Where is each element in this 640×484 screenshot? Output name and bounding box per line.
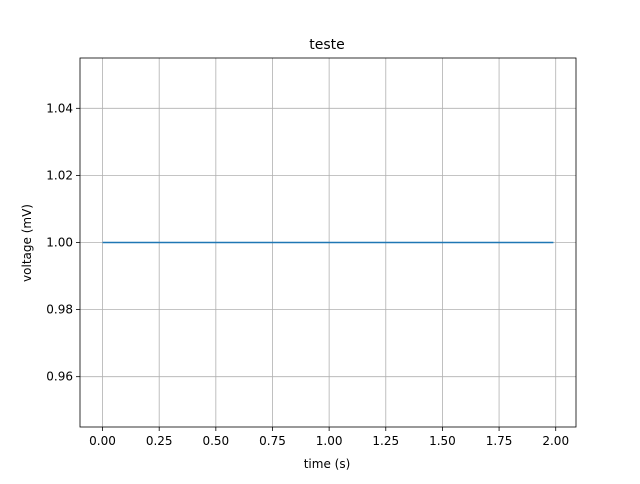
y-tick-label: 0.98 xyxy=(46,303,73,317)
y-tick-label: 1.04 xyxy=(46,101,73,115)
x-axis-label: time (s) xyxy=(304,457,351,471)
x-tick-label: 1.25 xyxy=(372,434,399,448)
x-tick-label: 0.25 xyxy=(146,434,173,448)
y-axis-label: voltage (mV) xyxy=(20,204,34,282)
x-tick-label: 1.00 xyxy=(316,434,343,448)
x-tick-label: 0.00 xyxy=(89,434,116,448)
y-tick-label: 0.96 xyxy=(46,370,73,384)
x-tick-label: 2.00 xyxy=(542,434,569,448)
x-tick-label: 1.50 xyxy=(429,434,456,448)
x-tick-label: 0.50 xyxy=(202,434,229,448)
chart-title: teste xyxy=(309,37,345,53)
x-tick-label: 0.75 xyxy=(259,434,286,448)
x-tick-label: 1.75 xyxy=(486,434,513,448)
y-tick-label: 1.00 xyxy=(46,236,73,250)
y-tick-label: 1.02 xyxy=(46,168,73,182)
